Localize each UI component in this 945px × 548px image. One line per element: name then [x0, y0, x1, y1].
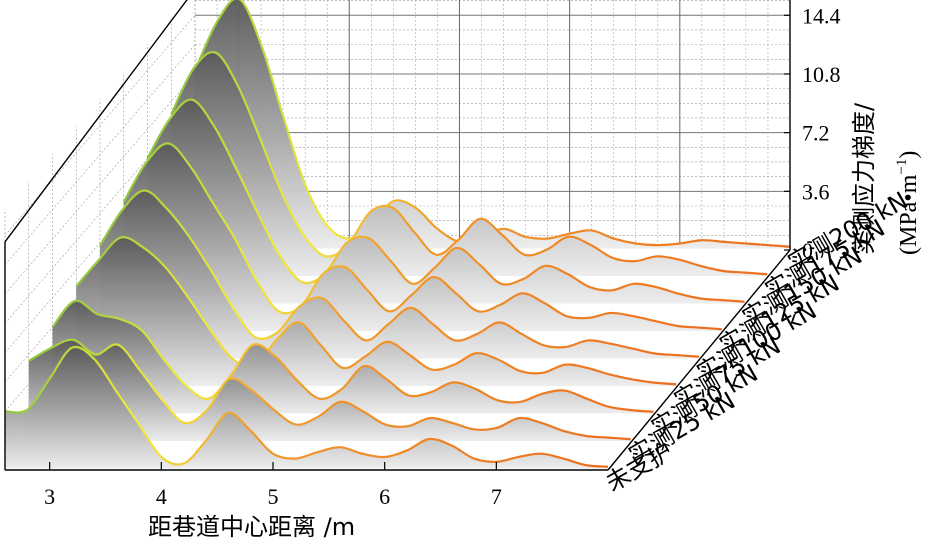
ridge-line: [170, 50, 768, 276]
x-tick-label: 4: [156, 484, 167, 509]
z-tick-label: 3.6: [802, 179, 830, 204]
ridge-line: [51, 299, 654, 413]
z-axis-title-line1: 实测应力梯度/: [850, 102, 878, 255]
svg-text:(MPa•m−1): (MPa•m−1): [894, 151, 922, 255]
ridge-series-group: [4, 0, 791, 472]
z-axis-title-superscript: −1: [894, 159, 910, 175]
ridge-line: [99, 189, 700, 358]
x-tick-label: 7: [491, 484, 502, 509]
z-axis-title-close: ): [896, 151, 922, 159]
ridge-line: [146, 98, 745, 303]
z-tick-label: 14.4: [802, 3, 841, 28]
z-axis-title: 实测应力梯度/ (MPa•m−1): [850, 102, 922, 255]
x-tick-label: 5: [268, 484, 279, 509]
x-tick-label: 3: [44, 484, 55, 509]
ridge-line: [4, 345, 609, 468]
depth-axis-line: [607, 249, 791, 471]
x-axis-ticks: 3 4 5 6 7: [44, 462, 502, 509]
ridge-line: [122, 142, 722, 331]
side-grid-h: [4, 103, 196, 324]
ridge-fill: [5, 346, 608, 470]
left-top-edge: [4, 0, 188, 243]
z-tick-label: 0: [802, 238, 813, 263]
z-axis-title-line2: (MPa•m: [896, 174, 922, 255]
x-tick-label: 6: [379, 484, 390, 509]
ridge-line: [28, 338, 631, 441]
z-axis-ticks: 0 3.6 7.2 10.8 14.4: [784, 3, 841, 263]
z-tick-label: 7.2: [802, 121, 830, 146]
axes-frame: [4, 0, 791, 471]
ridge-line: [75, 236, 677, 386]
x-axis-title: 距巷道中心距离 /m: [148, 513, 355, 541]
z-tick-label: 10.8: [802, 62, 841, 87]
